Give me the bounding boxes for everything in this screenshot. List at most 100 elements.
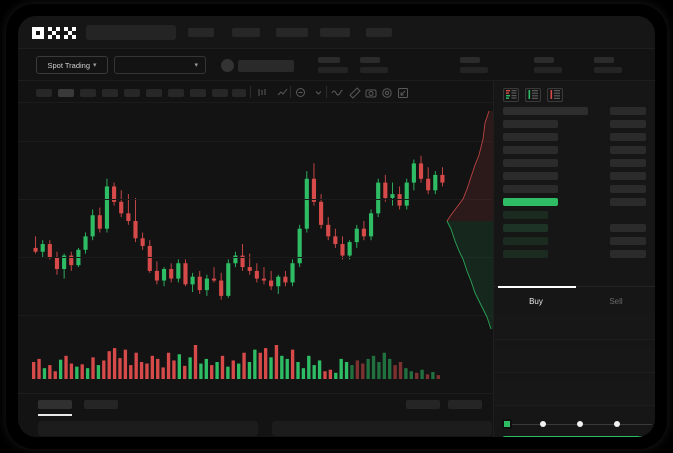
timeframe-3[interactable] [80, 89, 96, 97]
orderbook-rows[interactable] [494, 107, 655, 275]
orderbook-row-ask-2-value [610, 133, 646, 141]
stat-24h-change [318, 57, 348, 73]
chart-action-2[interactable] [448, 400, 482, 409]
trading-mode-select[interactable]: Spot Trading ▾ [36, 56, 108, 74]
timeframe-10[interactable] [232, 89, 246, 97]
nav-item-4[interactable] [320, 28, 350, 37]
trading-mode-label: Spot Trading [47, 60, 90, 70]
volume-histogram [32, 345, 440, 379]
orderbook-row-ask-5[interactable] [503, 172, 558, 180]
chevron-down-icon: ▾ [93, 61, 97, 69]
orderbook-row-bid-3-value [610, 237, 646, 245]
orderbook-row-bid-4-value [610, 250, 646, 258]
settings-gear-icon[interactable] [380, 86, 393, 99]
orderbook-row-ask-3[interactable] [503, 146, 558, 154]
depth-chart-overlay [441, 103, 493, 335]
bottom-panel-right[interactable] [272, 421, 492, 436]
timeframe-8[interactable] [190, 89, 206, 97]
nav-item-1[interactable] [188, 28, 214, 37]
timeframe-7[interactable] [168, 89, 184, 97]
orderbook-panel: Buy Sell [493, 81, 655, 437]
order-price-field[interactable] [494, 314, 655, 340]
stat-24h-turnover [594, 57, 622, 73]
search-input[interactable] [86, 25, 176, 40]
toolbar-divider [250, 86, 251, 98]
chart-tab-orders[interactable] [38, 400, 72, 409]
timeframe-9[interactable] [212, 89, 228, 97]
toolbar-divider [326, 86, 327, 98]
line-chart-icon[interactable] [276, 86, 289, 99]
bottom-panel-left[interactable] [38, 421, 258, 436]
price-chart-panel[interactable] [18, 103, 493, 393]
timeframe-4[interactable] [102, 89, 118, 97]
slider-handle[interactable] [502, 419, 512, 429]
stat-24h-high [360, 57, 388, 73]
orderbook-row-header[interactable] [503, 107, 588, 115]
slider-node-50[interactable] [577, 421, 583, 427]
orderbook-row-ask-6[interactable] [503, 185, 558, 193]
timeframe-2[interactable] [58, 89, 74, 97]
chart-toolbar [18, 81, 493, 103]
chart-gridlines [18, 103, 493, 335]
indicator-icon[interactable] [294, 86, 307, 99]
orderbook-row-ask-3-value [610, 146, 646, 154]
pair-last-price [238, 60, 294, 72]
camera-icon[interactable] [364, 86, 377, 99]
order-amount-field[interactable] [494, 347, 655, 373]
trading-pair-select[interactable]: ▾ [114, 56, 206, 74]
chevron-down-icon[interactable] [312, 86, 325, 99]
orderbook-row-ask-6-value [610, 185, 646, 193]
timeframe-1[interactable] [36, 89, 52, 97]
chevron-down-icon: ▾ [194, 61, 198, 69]
tab-buy[interactable]: Buy [529, 296, 543, 306]
orderbook-row-bid-4[interactable] [503, 250, 548, 258]
stat-24h-volume [534, 57, 562, 73]
candlestick-chart-icon[interactable] [256, 86, 269, 99]
candlestick-series [33, 155, 445, 300]
trade-side-tabs: Buy Sell [494, 286, 655, 314]
orderbook-mode-bids-icon[interactable] [525, 88, 541, 102]
orderbook-row-spread-value [610, 198, 646, 206]
nav-item-5[interactable] [366, 28, 392, 37]
timeframe-5[interactable] [124, 89, 140, 97]
orderbook-row-header-value [610, 107, 646, 115]
ruler-icon[interactable] [348, 86, 361, 99]
market-bar: Spot Trading ▾ ▾ [18, 49, 655, 81]
chart-tab-positions[interactable] [84, 400, 118, 409]
orderbook-row-ask-4-value [610, 159, 646, 167]
chart-action-1[interactable] [406, 400, 440, 409]
okx-logo-icon[interactable] [32, 27, 76, 39]
wave-indicator-icon[interactable] [330, 86, 343, 99]
orderbook-row-ask-1-value [610, 120, 646, 128]
orderbook-row-ask-2[interactable] [503, 133, 558, 141]
orderbook-mode-asks-icon[interactable] [547, 88, 563, 102]
stat-24h-low [460, 57, 488, 73]
fullscreen-icon[interactable] [396, 86, 409, 99]
order-total-field[interactable] [494, 380, 655, 406]
place-buy-order-button[interactable] [502, 436, 652, 437]
device-frame: Spot Trading ▾ ▾ [8, 6, 665, 447]
toolbar-divider [290, 86, 291, 98]
orderbook-row-ask-1[interactable] [503, 120, 558, 128]
pair-avatar [221, 59, 234, 72]
slider-node-25[interactable] [540, 421, 546, 427]
chart-bottom-tabs [18, 393, 493, 419]
slider-node-75[interactable] [614, 421, 620, 427]
orderbook-mode-both-icon[interactable] [503, 88, 519, 102]
orderbook-row-bid-3[interactable] [503, 237, 548, 245]
active-tab-indicator [498, 286, 576, 288]
timeframe-6[interactable] [146, 89, 162, 97]
orderbook-row-spread[interactable] [503, 198, 558, 206]
orderbook-row-bid-2[interactable] [503, 224, 548, 232]
active-tab-indicator [38, 414, 72, 416]
orderbook-row-ask-4[interactable] [503, 159, 558, 167]
nav-item-3[interactable] [276, 28, 308, 37]
orderbook-row-bid-2-value [610, 224, 646, 232]
orderbook-row-ask-5-value [610, 172, 646, 180]
orderbook-row-bid-1[interactable] [503, 211, 548, 219]
device-screen: Spot Trading ▾ ▾ [18, 16, 655, 437]
tab-sell[interactable]: Sell [609, 296, 623, 306]
amount-slider[interactable] [502, 419, 652, 429]
app-header [18, 16, 655, 49]
nav-item-2[interactable] [232, 28, 260, 37]
